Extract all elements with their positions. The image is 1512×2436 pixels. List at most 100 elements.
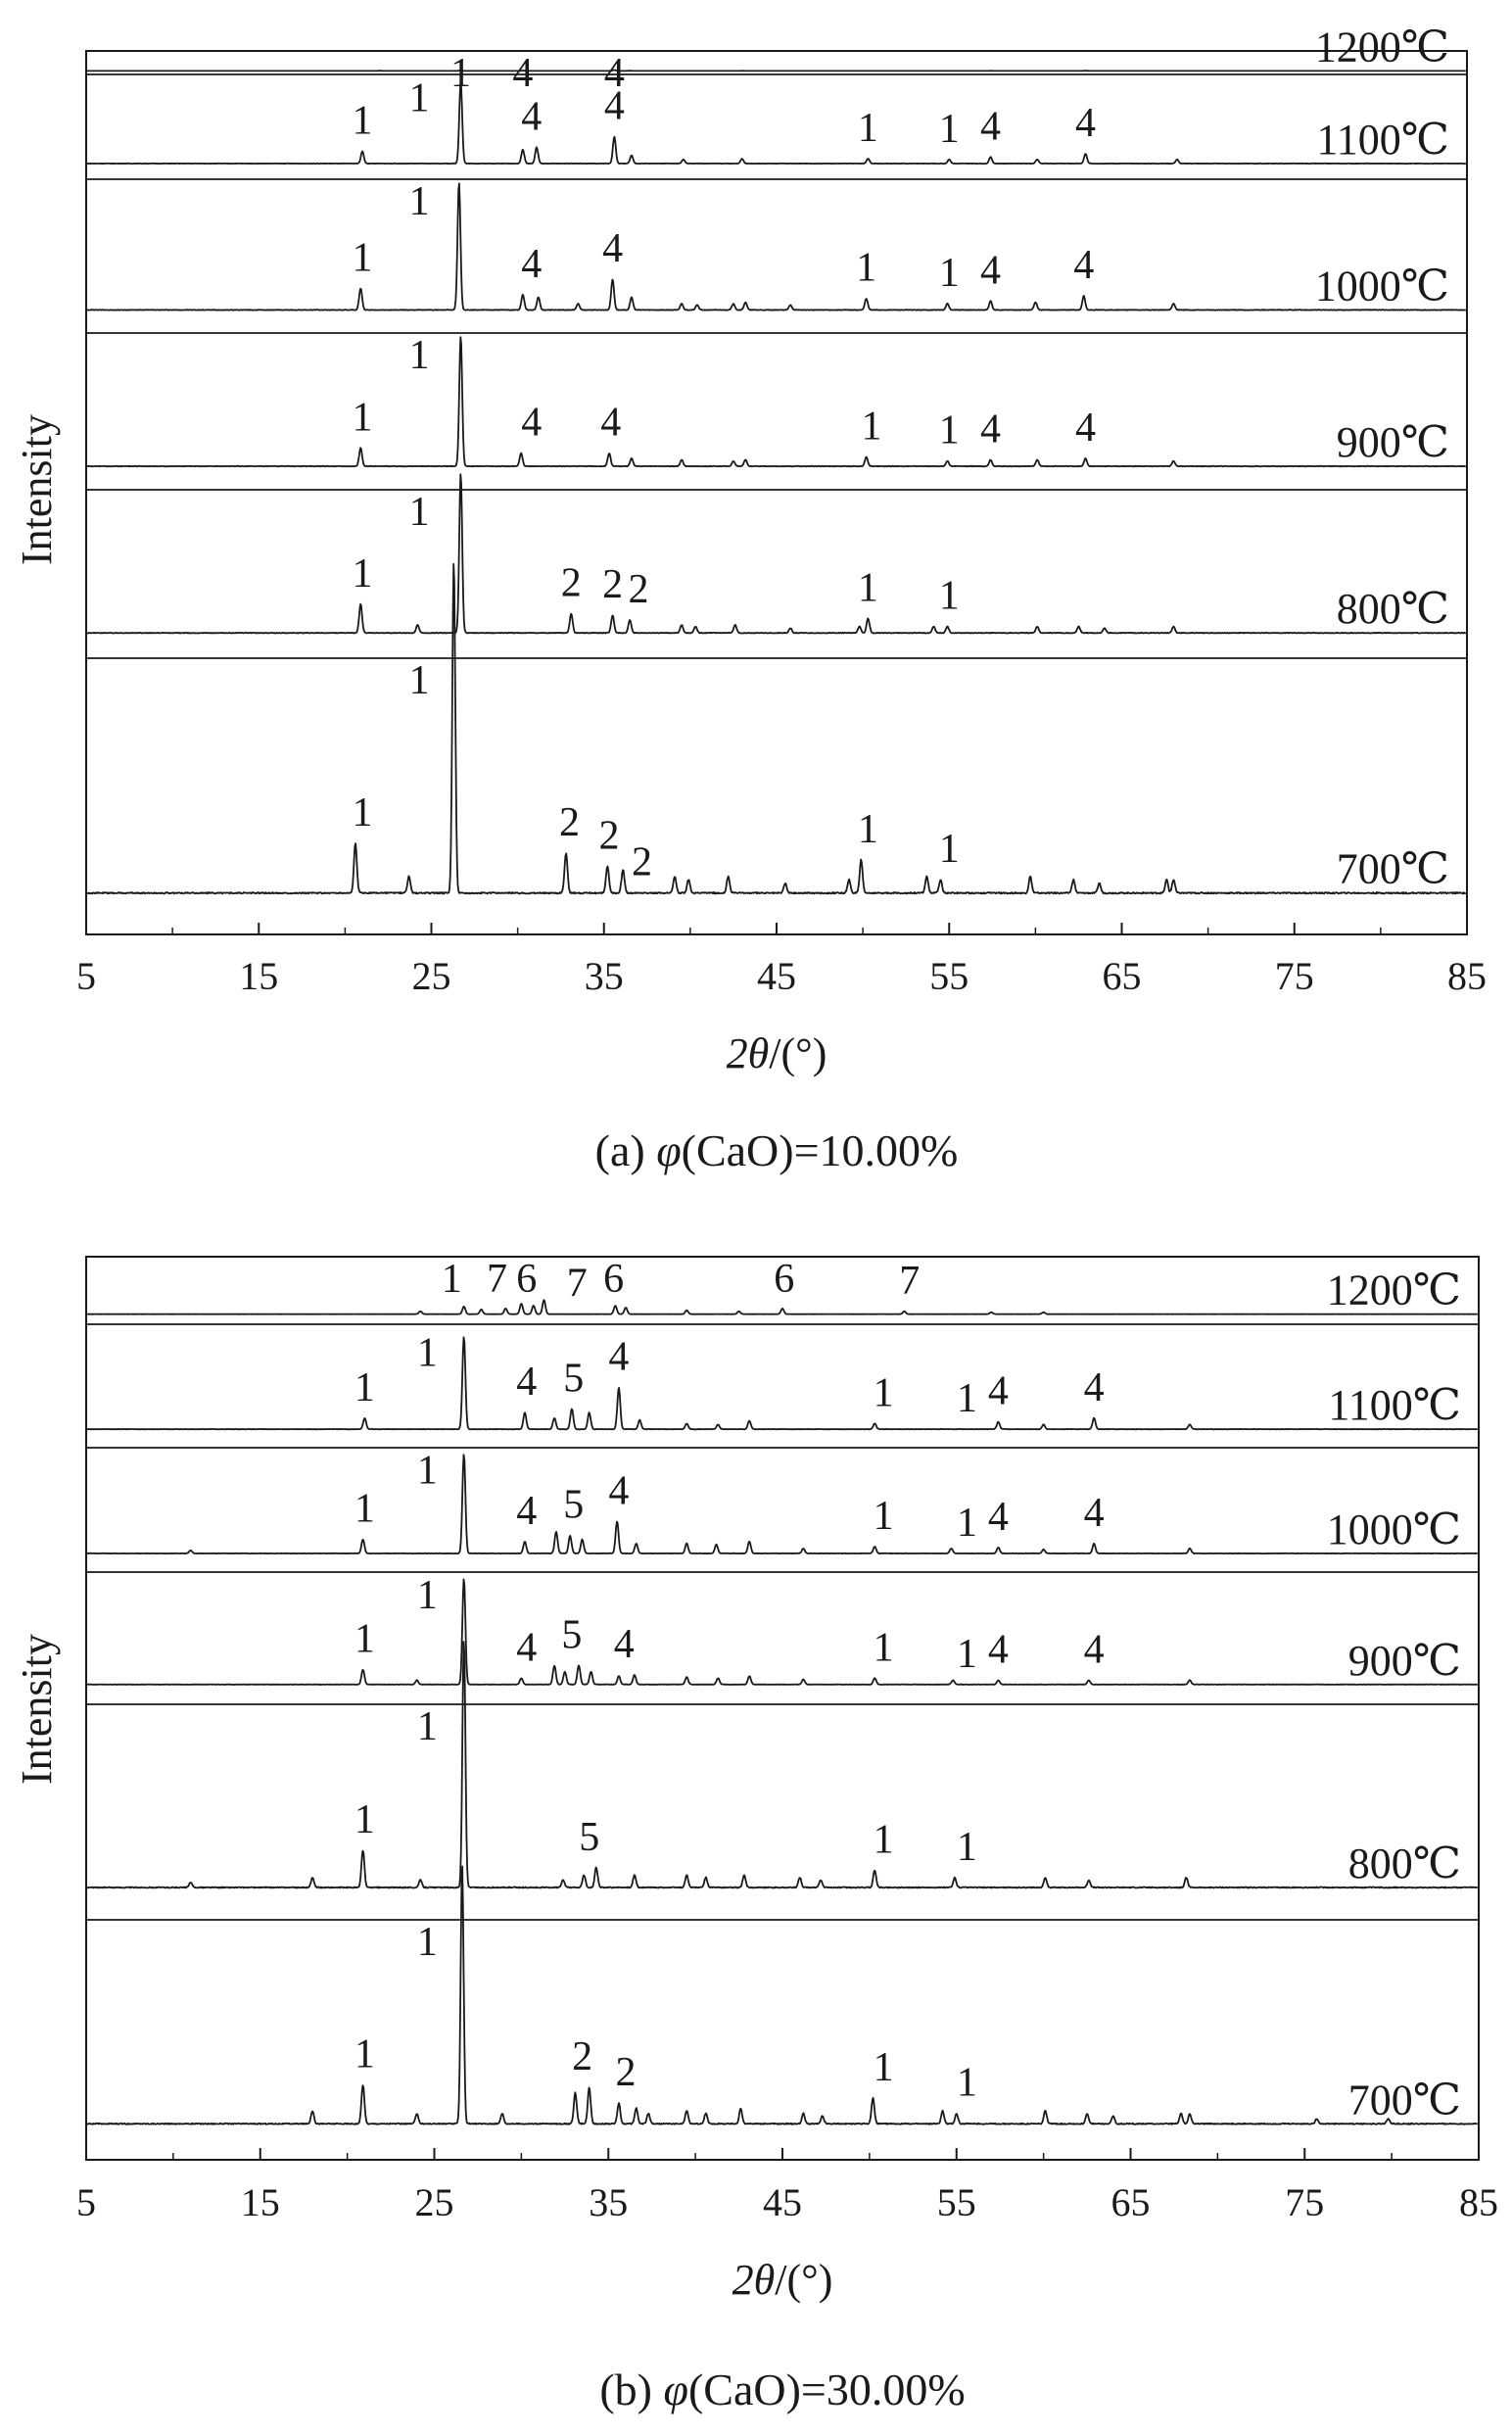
panel-a-peak-label-700-3: 2	[599, 814, 620, 859]
panel-b-peak-label-1100-6: 1	[957, 1376, 977, 1421]
panel-b-x-axis-unit: /(°)	[775, 2256, 832, 2304]
panel-b-caption-suffix: (CaO)=30.00%	[688, 2364, 966, 2414]
panel-b-peak-label-1200-2: 6	[516, 1257, 537, 1302]
panel-a-series-label-1200: 1200℃	[1315, 23, 1449, 71]
panel-a-x-axis-label: 2θ/(°)	[727, 1029, 827, 1077]
panel-b-x-axis-label: 2θ/(°)	[732, 2256, 833, 2304]
panel-a-x-axis-unit: /(°)	[769, 1029, 827, 1077]
panel-a-peak-label-900-0: 1	[353, 395, 373, 440]
panel-a-series-label-900: 900℃	[1337, 418, 1449, 466]
panel-a-peak-label-1000-1: 1	[409, 179, 430, 224]
panel-a-x-tick-label-45: 45	[757, 954, 796, 998]
panel-a-peak-label-1100-1: 1	[409, 75, 430, 120]
panel-b-series-label-1100: 1100℃	[1328, 1381, 1461, 1429]
panel-b-peak-label-1100-3: 5	[563, 1356, 584, 1401]
panel-b-x-axis-symbol: 2θ	[732, 2256, 776, 2304]
panel-a-peak-label-900-5: 1	[939, 408, 960, 454]
panel-b-trace-1200	[86, 1299, 1478, 1315]
panel-b-peak-label-1200-1: 7	[487, 1257, 507, 1302]
panel-a-peak-label-700-4: 2	[632, 840, 652, 885]
panel-a-series-label-700: 700℃	[1337, 845, 1449, 893]
panel-a-peak-label-1200-0: 1	[450, 51, 471, 96]
panel-b-peak-label-1000-2: 4	[516, 1489, 537, 1534]
panel-a-peak-label-1000-2: 4	[521, 242, 542, 287]
panel-a-caption-suffix: (CaO)=10.00%	[682, 1125, 959, 1175]
panel-b-peak-label-1200-4: 6	[603, 1257, 624, 1302]
panel-b-peak-label-1000-4: 4	[608, 1468, 629, 1513]
panel-b-x-tick-label-15: 15	[241, 2180, 280, 2224]
panel-a-peak-label-1000-0: 1	[353, 235, 373, 280]
panel-a-peak-label-1000-7: 4	[1073, 243, 1094, 288]
panel-a-caption-prefix: (a)	[595, 1125, 657, 1175]
panel-a-peak-label-700-2: 2	[559, 800, 580, 845]
panel-b-peak-label-900-7: 4	[988, 1627, 1009, 1672]
panel-b-trace-1100	[86, 1336, 1478, 1431]
panel-a-peak-label-800-6: 1	[939, 574, 960, 619]
panel-a-peak-label-1100-2: 4	[521, 94, 542, 139]
panel-a-peak-label-900-1: 1	[409, 333, 430, 378]
panel-b-trace-900	[86, 1578, 1478, 1686]
panel-b-peak-label-900-4: 4	[614, 1622, 635, 1667]
panel-a-series-label-1100: 1100℃	[1316, 116, 1449, 164]
panel-b-peak-label-700-0: 1	[354, 2032, 375, 2078]
panel-b-peak-label-1200-6: 7	[899, 1259, 920, 1304]
panel-a-x-tick-label-55: 55	[929, 954, 969, 998]
panel-b-peak-label-1200-3: 7	[567, 1262, 588, 1307]
panel-a-peak-label-1000-4: 1	[856, 246, 876, 291]
panel-b-peak-label-800-4: 1	[957, 1825, 977, 1870]
panel-a-trace-700	[86, 562, 1467, 895]
panel-a-x-axis-symbol: 2θ	[727, 1029, 770, 1077]
panel-b-x-tick-label-55: 55	[937, 2180, 976, 2224]
panel-a-peak-label-1200-2: 4	[604, 51, 625, 96]
panel-a-peak-label-1100-7: 4	[1075, 101, 1096, 146]
panel-b-peak-label-900-3: 5	[561, 1612, 582, 1657]
panel-b-peak-label-800-0: 1	[354, 1797, 375, 1842]
panel-b-trace-700	[86, 1865, 1479, 2126]
panel-b-peak-label-700-1: 1	[417, 1920, 438, 1965]
panel-b-peak-label-700-2: 2	[572, 2034, 592, 2079]
panel-b-series-label-1200: 1200℃	[1327, 1266, 1461, 1314]
panel-a-peak-label-1000-3: 4	[602, 226, 623, 271]
panel-b-x-tick-label-85: 85	[1459, 2180, 1498, 2224]
panel-a-peak-label-700-1: 1	[409, 658, 430, 703]
panel-b-peak-label-1000-3: 5	[563, 1483, 584, 1528]
panel-b-peak-label-900-2: 4	[516, 1625, 537, 1670]
panel-b-peak-label-1000-7: 4	[988, 1495, 1009, 1540]
panel-a-peak-label-1100-4: 1	[858, 106, 878, 151]
panel-a-trace-1000	[86, 182, 1467, 311]
panel-a-x-tick-label-5: 5	[76, 954, 96, 998]
panel-b-peak-label-700-4: 1	[874, 2045, 894, 2090]
panel-a-peak-label-1100-5: 1	[939, 107, 960, 152]
panel-a-trace-900	[86, 336, 1467, 468]
panel-a-series-label-800: 800℃	[1337, 585, 1449, 633]
panel-b-peak-label-1000-6: 1	[957, 1501, 977, 1546]
panel-b-peak-label-800-1: 1	[417, 1704, 438, 1749]
panel-b-caption: (b) φ(CaO)=30.00%	[599, 2364, 965, 2414]
panel-b-peak-label-900-6: 1	[957, 1632, 977, 1677]
panel-a-peak-label-1100-0: 1	[353, 98, 373, 143]
panel-a-x-tick-label-25: 25	[412, 954, 451, 998]
panel-a-peak-label-700-6: 1	[939, 827, 960, 872]
panel-b-trace-800	[86, 1641, 1479, 1889]
panel-a-peak-label-800-0: 1	[353, 551, 373, 597]
panel-b-trace-1000	[86, 1454, 1478, 1555]
panel-b-peak-label-1100-5: 1	[874, 1370, 894, 1415]
panel-b-peak-label-1200-0: 1	[442, 1257, 462, 1302]
panel-a-peak-label-900-6: 4	[980, 406, 1001, 452]
panel-b-caption-symbol: φ	[663, 2364, 687, 2414]
panel-b-peak-label-1100-8: 4	[1084, 1365, 1105, 1410]
panel-b-x-tick-label-65: 65	[1111, 2180, 1151, 2224]
panel-a-x-tick-label-35: 35	[585, 954, 624, 998]
panel-b-peak-label-900-8: 4	[1084, 1627, 1105, 1672]
panel-a-peak-label-800-4: 2	[629, 567, 649, 612]
panel-b-series-label-800: 800℃	[1348, 1839, 1461, 1887]
panel-a-peak-label-1000-6: 4	[980, 248, 1001, 293]
panel-b-x-tick-label-75: 75	[1285, 2180, 1324, 2224]
panel-b-peak-label-1000-1: 1	[417, 1448, 438, 1493]
panel-a-peak-label-900-2: 4	[521, 401, 542, 446]
panel-a-peak-label-800-1: 1	[409, 490, 430, 535]
panel-b-x-tick-label-35: 35	[589, 2180, 628, 2224]
